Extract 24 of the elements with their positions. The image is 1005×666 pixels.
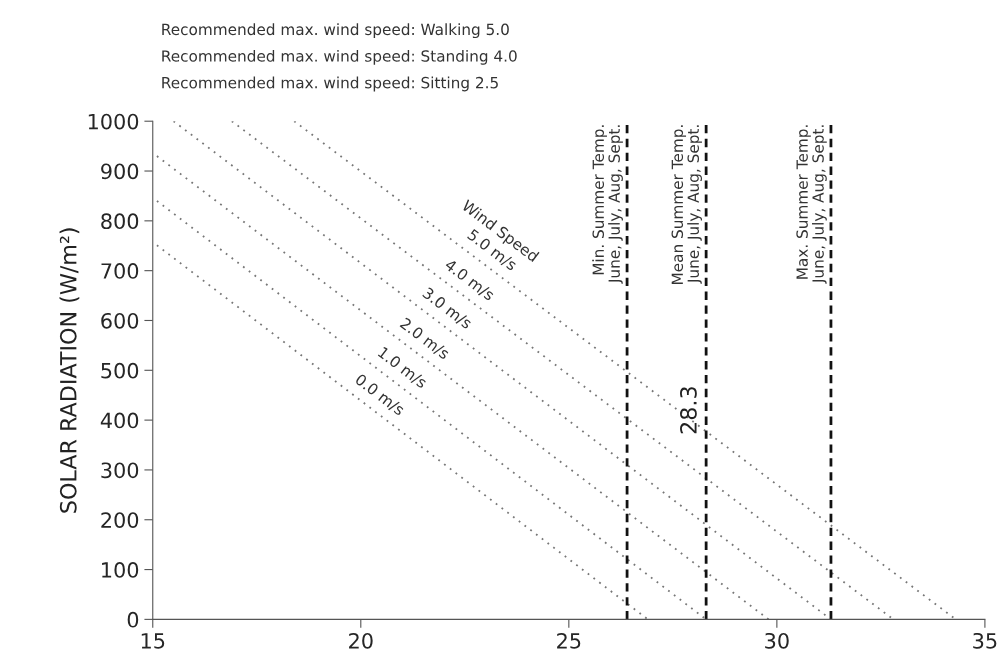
y-tick-label: 300	[101, 462, 139, 479]
y-tick-label: 200	[101, 512, 139, 528]
y-tick-label: 1000	[88, 113, 139, 130]
y-tick-label: 800	[101, 213, 139, 230]
y-tick-label: 500	[101, 362, 139, 379]
ref-line-label: Mean Summer Temp. June, July, Aug, Sept.	[671, 125, 702, 284]
y-tick-label: 600	[101, 312, 139, 329]
text: Recommended max. wind speed: Sitting 2.5	[162, 76, 498, 92]
ref-line-label: Min. Summer Temp. June, July, Aug, Sept.	[592, 125, 623, 284]
y-tick-label: 0	[127, 611, 139, 628]
text: Recommended max. wind speed: Standing 4.0	[162, 49, 517, 65]
y-tick-label: 400	[100, 412, 139, 429]
y-tick-label: 700	[101, 263, 139, 279]
x-tick-label: 15	[141, 633, 165, 649]
x-tick-label: 30	[765, 632, 789, 649]
y-tick-label: 900	[101, 163, 139, 180]
x-tick-label: 35	[973, 632, 997, 649]
x-tick-label: 20	[349, 632, 373, 649]
x-tick-label: 25	[557, 632, 581, 649]
ref-line-label: Max. Summer Temp. June, July, Aug, Sept.	[796, 125, 827, 284]
y-tick-label: 100	[102, 562, 139, 578]
text: Recommended max. wind speed: Walking 5.0	[162, 23, 509, 39]
annotation: 28.3	[680, 387, 697, 434]
y-axis-title: SOLAR RADIATION (W/m²)	[59, 228, 80, 513]
